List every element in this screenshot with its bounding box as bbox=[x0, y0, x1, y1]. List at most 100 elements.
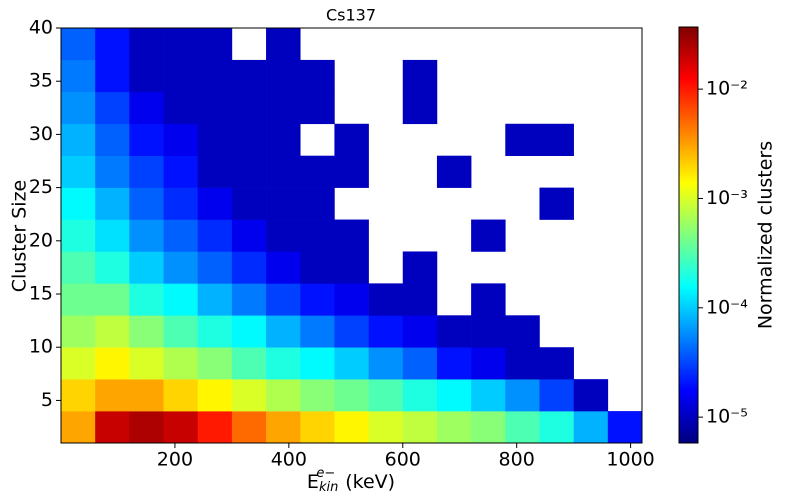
heatmap-cell bbox=[539, 347, 574, 380]
heatmap-cell bbox=[300, 155, 335, 188]
heatmap-cell bbox=[300, 283, 335, 316]
heatmap-cell bbox=[61, 411, 96, 444]
heatmap-cell bbox=[266, 91, 301, 125]
heatmap-cell bbox=[471, 379, 506, 412]
heatmap-cell bbox=[61, 187, 96, 220]
heatmap-cell bbox=[61, 59, 96, 93]
heatmap-cell bbox=[334, 251, 369, 284]
heatmap-cell bbox=[163, 283, 199, 316]
heatmap bbox=[61, 28, 643, 444]
heatmap-cell bbox=[61, 155, 96, 188]
heatmap-cell bbox=[129, 59, 164, 93]
heatmap-cell bbox=[300, 315, 335, 348]
y-tick-label: 5 bbox=[41, 389, 53, 411]
heatmap-cell bbox=[300, 347, 335, 380]
heatmap-cell bbox=[129, 155, 164, 188]
heatmap-cell bbox=[95, 219, 130, 252]
heatmap-cell bbox=[129, 283, 164, 316]
heatmap-cell bbox=[231, 379, 267, 412]
heatmap-cell bbox=[197, 187, 233, 220]
heatmap-cell bbox=[539, 411, 574, 444]
colorbar-tick-label: 10⁻⁵ bbox=[706, 406, 748, 428]
heatmap-cell bbox=[163, 28, 199, 61]
heatmap-cell bbox=[300, 91, 335, 125]
heatmap-cell bbox=[334, 123, 369, 156]
heatmap-cell bbox=[436, 411, 472, 444]
heatmap-cell bbox=[402, 347, 438, 380]
heatmap-cell bbox=[266, 411, 301, 444]
heatmap-cell bbox=[266, 251, 301, 284]
heatmap-cell bbox=[163, 379, 199, 412]
heatmap-cell bbox=[505, 315, 540, 348]
x-tick-label: 400 bbox=[271, 449, 307, 471]
heatmap-cell bbox=[505, 411, 540, 444]
heatmap-cell bbox=[129, 28, 164, 61]
heatmap-cell bbox=[95, 91, 130, 125]
heatmap-cell bbox=[163, 347, 199, 380]
heatmap-cell bbox=[129, 251, 164, 284]
heatmap-cell bbox=[402, 59, 438, 93]
heatmap-cell bbox=[197, 379, 233, 412]
heatmap-cell bbox=[334, 379, 369, 412]
heatmap-cell bbox=[402, 283, 438, 316]
heatmap-cell bbox=[266, 123, 301, 156]
heatmap-cell bbox=[231, 315, 267, 348]
heatmap-cell bbox=[607, 411, 643, 444]
heatmap-cell bbox=[197, 219, 233, 252]
heatmap-cell bbox=[505, 379, 540, 412]
heatmap-cell bbox=[197, 347, 233, 380]
heatmap-cell bbox=[231, 187, 267, 220]
y-tick-label: 20 bbox=[29, 229, 53, 251]
heatmap-cell bbox=[197, 251, 233, 284]
heatmap-cell bbox=[368, 347, 404, 380]
x-tick-label: 1000 bbox=[606, 449, 654, 471]
heatmap-cell bbox=[266, 187, 301, 220]
x-label-sub: kin bbox=[319, 480, 338, 495]
colorbar-label: Normalized clusters bbox=[755, 141, 777, 329]
heatmap-cell bbox=[95, 379, 130, 412]
heatmap-cell bbox=[163, 59, 199, 93]
heatmap-cell bbox=[231, 59, 267, 93]
heatmap-cell bbox=[300, 411, 335, 444]
heatmap-cell bbox=[573, 411, 609, 444]
heatmap-cell bbox=[197, 155, 233, 188]
heatmap-cell bbox=[61, 251, 96, 284]
y-tick-label: 10 bbox=[29, 336, 53, 358]
heatmap-cell bbox=[300, 219, 335, 252]
heatmap-cell bbox=[129, 411, 164, 444]
x-tick-label: 800 bbox=[499, 449, 535, 471]
heatmap-cell bbox=[163, 315, 199, 348]
heatmap-cell bbox=[231, 91, 267, 125]
heatmap-cell bbox=[266, 28, 301, 61]
heatmap-cell bbox=[300, 251, 335, 284]
heatmap-cell bbox=[61, 315, 96, 348]
x-axis-label: Ekine− (keV) bbox=[307, 466, 395, 495]
heatmap-cell bbox=[163, 187, 199, 220]
heatmap-cell bbox=[95, 251, 130, 284]
y-tick-label: 30 bbox=[29, 123, 53, 145]
heatmap-cell bbox=[334, 411, 369, 444]
heatmap-cell bbox=[129, 91, 164, 125]
chart-title: Cs137 bbox=[326, 6, 376, 25]
heatmap-cell bbox=[197, 411, 233, 444]
heatmap-cell bbox=[95, 315, 130, 348]
x-label-base: E bbox=[307, 471, 319, 493]
heatmap-cell bbox=[129, 379, 164, 412]
heatmap-cell bbox=[129, 187, 164, 220]
heatmap-cell bbox=[266, 155, 301, 188]
heatmap-cell bbox=[436, 347, 472, 380]
heatmap-cell bbox=[300, 187, 335, 220]
heatmap-cell bbox=[95, 155, 130, 188]
heatmap-cell bbox=[95, 28, 130, 61]
heatmap-cell bbox=[163, 155, 199, 188]
heatmap-cell bbox=[95, 123, 130, 156]
heatmap-cell bbox=[471, 315, 506, 348]
heatmap-cell bbox=[266, 283, 301, 316]
heatmap-cell bbox=[436, 379, 472, 412]
heatmap-cell bbox=[129, 315, 164, 348]
heatmap-cell bbox=[368, 283, 404, 316]
y-tick-label: 25 bbox=[29, 176, 53, 198]
y-tick-label: 15 bbox=[29, 283, 53, 305]
heatmap-cell bbox=[539, 379, 574, 412]
